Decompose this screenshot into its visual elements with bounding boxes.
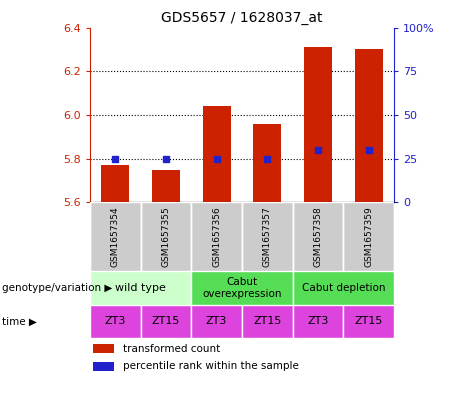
Text: GSM1657357: GSM1657357 — [263, 206, 272, 267]
FancyBboxPatch shape — [141, 202, 191, 271]
Bar — [93, 362, 114, 371]
Bar — [101, 165, 129, 202]
Bar — [90, 305, 141, 338]
Bar — [203, 106, 230, 202]
Text: ZT15: ZT15 — [152, 316, 180, 326]
Bar — [93, 344, 114, 353]
Bar — [90, 271, 191, 305]
Bar — [152, 170, 180, 202]
Bar — [293, 305, 343, 338]
FancyBboxPatch shape — [191, 202, 242, 271]
Bar — [191, 305, 242, 338]
FancyBboxPatch shape — [293, 202, 343, 271]
Bar — [293, 271, 394, 305]
Bar — [355, 50, 383, 202]
Text: GSM1657356: GSM1657356 — [212, 206, 221, 267]
Text: GSM1657359: GSM1657359 — [364, 206, 373, 267]
Text: ZT3: ZT3 — [105, 316, 126, 326]
Text: ZT3: ZT3 — [206, 316, 227, 326]
Text: percentile rank within the sample: percentile rank within the sample — [124, 361, 299, 371]
Text: GSM1657358: GSM1657358 — [313, 206, 323, 267]
Text: GSM1657354: GSM1657354 — [111, 206, 120, 267]
Text: Cabut
overexpression: Cabut overexpression — [202, 277, 282, 299]
FancyBboxPatch shape — [242, 202, 293, 271]
Bar — [242, 305, 293, 338]
Text: ZT15: ZT15 — [355, 316, 383, 326]
Text: GSM1657355: GSM1657355 — [161, 206, 171, 267]
Text: wild type: wild type — [115, 283, 166, 293]
FancyBboxPatch shape — [343, 202, 394, 271]
Bar — [141, 305, 191, 338]
FancyBboxPatch shape — [90, 202, 141, 271]
Text: Cabut depletion: Cabut depletion — [301, 283, 385, 293]
Text: ZT3: ZT3 — [307, 316, 329, 326]
Bar — [191, 271, 293, 305]
Text: transformed count: transformed count — [124, 343, 221, 354]
Bar — [304, 47, 332, 202]
Title: GDS5657 / 1628037_at: GDS5657 / 1628037_at — [161, 11, 323, 25]
Text: genotype/variation ▶: genotype/variation ▶ — [2, 283, 112, 293]
Text: ZT15: ZT15 — [253, 316, 282, 326]
Text: time ▶: time ▶ — [2, 316, 37, 326]
Bar — [254, 124, 281, 202]
Bar — [343, 305, 394, 338]
